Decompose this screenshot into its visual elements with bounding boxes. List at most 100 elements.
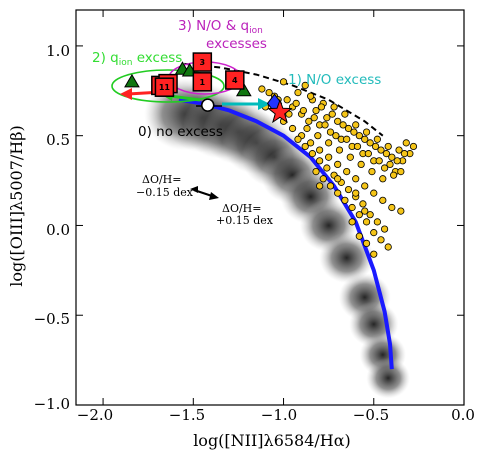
x-tick-label: −1.5 xyxy=(169,406,205,424)
yellow-point xyxy=(265,88,273,97)
delta-oh-arrow-head-right xyxy=(209,192,219,200)
yellow-point xyxy=(382,150,390,158)
yellow-point xyxy=(397,167,405,176)
x-tick-label: −1.0 xyxy=(261,406,297,424)
gray-cloud-blob xyxy=(366,357,411,399)
y-tick-label: −0.5 xyxy=(34,310,70,328)
yellow-point xyxy=(341,196,349,204)
yellow-point xyxy=(352,175,360,183)
yellow-point xyxy=(299,106,307,115)
yellow-point xyxy=(332,132,340,140)
yellow-point xyxy=(386,160,394,169)
numbered-box-label: 11 xyxy=(159,83,171,92)
yellow-point xyxy=(366,211,374,219)
yellow-point xyxy=(307,92,315,100)
y-axis-label: log([OIII]λ5007/Hβ) xyxy=(7,125,26,287)
yellow-point xyxy=(312,106,320,115)
yellow-point xyxy=(307,139,315,147)
yellow-point xyxy=(362,218,371,226)
yellow-point xyxy=(288,124,297,133)
yellow-point xyxy=(357,160,365,169)
yellow-point xyxy=(326,182,335,190)
x-tick-label: −2.0 xyxy=(77,406,113,424)
x-tick-label: 0.0 xyxy=(451,406,475,424)
yellow-point xyxy=(362,239,371,248)
yellow-point xyxy=(370,189,378,197)
annotation-delta-oh-plus-1: ΔO/H= xyxy=(222,202,261,215)
cyan-arrow-head xyxy=(258,98,270,110)
yellow-point xyxy=(395,146,403,154)
numbered-box xyxy=(225,70,245,90)
yellow-point xyxy=(366,139,374,147)
yellow-point xyxy=(321,121,329,129)
gray-cloud-blob xyxy=(319,232,375,283)
yellow-point xyxy=(377,146,385,154)
yellow-point xyxy=(344,124,353,133)
yellow-point xyxy=(334,175,342,183)
numbered-box xyxy=(192,52,213,72)
yellow-point xyxy=(334,189,342,197)
yellow-point xyxy=(294,88,302,97)
yellow-point xyxy=(314,132,322,140)
yellow-point xyxy=(379,175,387,183)
delta-oh-arrow-head-left xyxy=(190,186,198,193)
yellow-point xyxy=(341,110,349,118)
numbered-box xyxy=(154,77,175,97)
y-tick-label: 0.5 xyxy=(46,131,70,149)
numbered-box-label: 4 xyxy=(232,76,238,85)
yellow-point xyxy=(317,103,326,111)
green-triangle xyxy=(124,73,140,88)
yellow-point xyxy=(348,203,356,212)
green-arrow xyxy=(169,94,201,102)
yellow-point xyxy=(325,153,333,161)
yellow-point xyxy=(373,135,381,143)
yellow-point xyxy=(352,121,360,129)
yellow-point xyxy=(292,99,300,107)
yellow-point xyxy=(361,135,369,143)
yellow-point xyxy=(301,81,309,90)
numbered-box-label: 1 xyxy=(200,78,206,87)
plot-area: 1234511 xyxy=(111,52,418,399)
yellow-point xyxy=(305,117,313,125)
yellow-point xyxy=(388,153,396,161)
yellow-point xyxy=(343,135,351,143)
numbered-box-label: 3 xyxy=(200,58,206,67)
y-tick-label: 1.0 xyxy=(46,42,70,60)
green-triangle xyxy=(235,82,252,97)
red-arrow-head xyxy=(120,88,132,100)
yellow-point xyxy=(377,236,385,244)
yellow-point xyxy=(335,146,344,154)
yellow-point xyxy=(279,78,288,86)
yellow-point xyxy=(362,128,371,136)
yellow-point xyxy=(393,157,401,165)
yellow-point xyxy=(355,232,363,240)
yellow-point xyxy=(323,164,331,172)
yellow-point xyxy=(375,157,383,165)
yellow-point xyxy=(353,142,362,151)
dashed-boundary-curve xyxy=(184,62,384,137)
yellow-point xyxy=(368,167,376,176)
yellow-point xyxy=(380,164,389,172)
yellow-point xyxy=(303,124,311,133)
yellow-point xyxy=(364,150,372,158)
yellow-point xyxy=(339,121,347,129)
yellow-point xyxy=(294,135,302,143)
yellow-point xyxy=(370,229,378,237)
yellow-point xyxy=(316,157,324,165)
yellow-point xyxy=(361,207,369,215)
annotation-delta-oh-minus-2: −0.15 dex xyxy=(136,186,194,199)
yellow-point xyxy=(370,250,378,258)
yellow-point xyxy=(350,128,358,136)
yellow-point xyxy=(373,218,381,226)
yellow-point xyxy=(343,167,351,176)
yellow-point xyxy=(409,142,418,151)
yellow-point xyxy=(334,160,342,169)
yellow-point xyxy=(334,117,342,125)
yellow-point xyxy=(344,185,353,194)
yellow-point xyxy=(400,150,409,158)
yellow-point xyxy=(301,142,309,151)
green-triangles-group xyxy=(124,61,252,97)
yellow-point xyxy=(326,128,335,136)
yellow-point xyxy=(361,182,369,190)
